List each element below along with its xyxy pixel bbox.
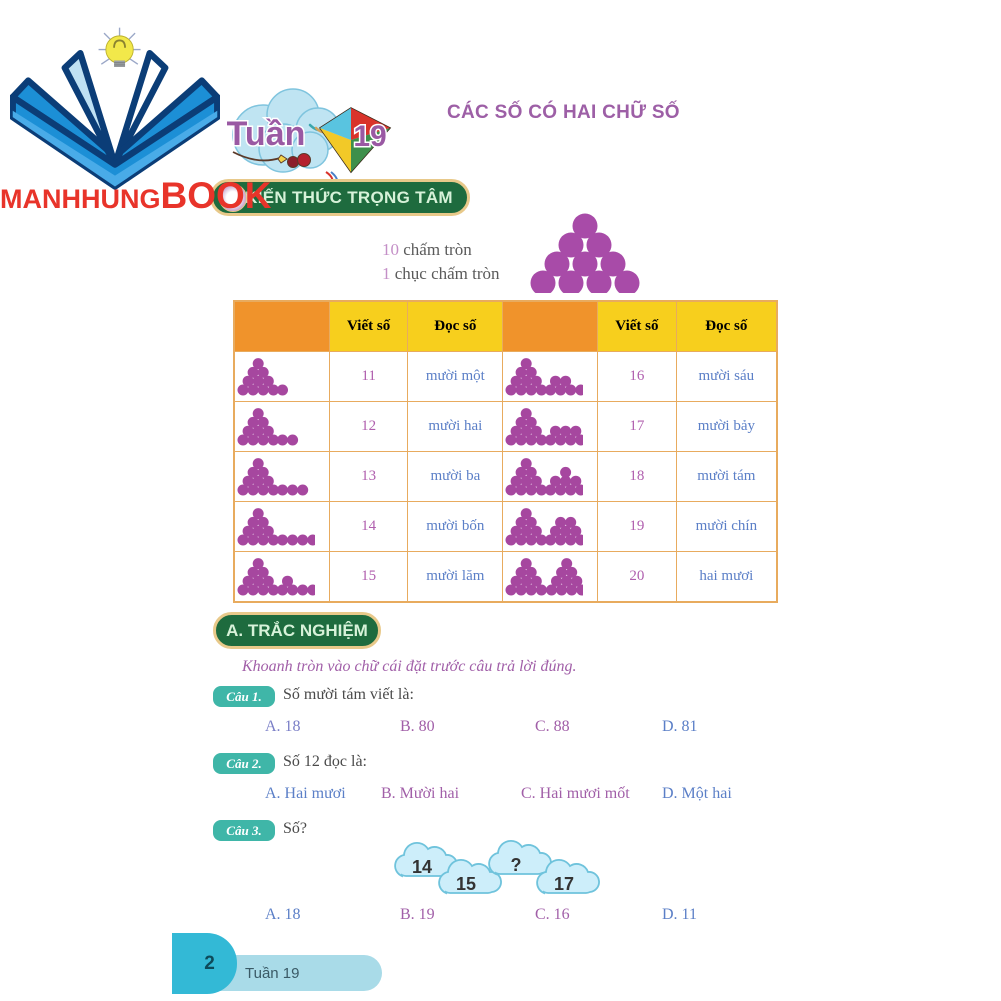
svg-text:15: 15 bbox=[456, 874, 476, 894]
svg-text:?: ? bbox=[511, 855, 522, 875]
svg-text:17: 17 bbox=[554, 874, 574, 894]
svg-text:14: 14 bbox=[412, 857, 432, 877]
svg-text:Tuần: Tuần bbox=[227, 115, 306, 153]
svg-text:19: 19 bbox=[353, 120, 386, 153]
